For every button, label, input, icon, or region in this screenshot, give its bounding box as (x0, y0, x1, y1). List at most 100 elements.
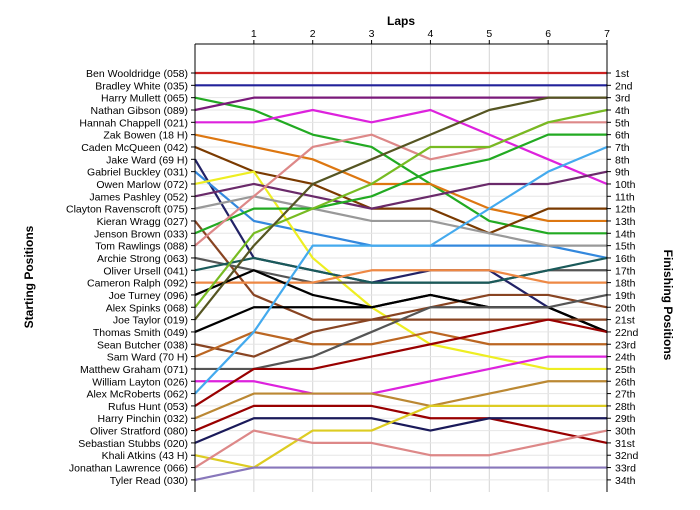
starting-label: Matthew Graham (071) (80, 364, 188, 376)
finishing-label: 16th (615, 253, 636, 265)
finishing-label: 22nd (615, 327, 639, 339)
starting-label: Bradley White (035) (95, 80, 188, 92)
starting-label: Zak Bowen (18 H) (103, 130, 188, 142)
lap-tick-label: 7 (604, 28, 610, 40)
series-line-20 (194, 108, 608, 308)
finishing-label: 24th (615, 352, 636, 364)
finishing-label: 18th (615, 278, 636, 290)
lap-tick-label: 3 (369, 28, 375, 40)
starting-label: Oliver Ursell (041) (103, 265, 188, 277)
starting-label: Tyler Read (030) (110, 475, 188, 487)
starting-label: Thomas Smith (049) (93, 327, 188, 339)
finishing-label: 28th (615, 401, 636, 413)
starting-label: Oliver Stratford (080) (90, 426, 188, 438)
starting-label: Cameron Ralph (092) (87, 278, 188, 290)
lap-tick-label: 1 (251, 28, 257, 40)
finishing-label: 12th (615, 204, 636, 216)
series-line-26 (195, 355, 607, 395)
starting-label: James Pashley (052) (89, 191, 188, 203)
finishing-label: 21st (615, 315, 635, 327)
axes (191, 40, 611, 492)
series-line-14 (194, 133, 607, 235)
finishing-label: 32nd (615, 450, 639, 462)
series-line-27 (194, 145, 608, 395)
starting-label: Caden McQueen (042) (81, 142, 188, 154)
series-line-31 (194, 417, 607, 444)
series-line-18 (195, 269, 607, 284)
starting-label: Alex McRoberts (062) (86, 389, 188, 401)
lap-tick-label: 6 (545, 28, 551, 40)
y-axis-title-left: Starting Positions (22, 225, 36, 328)
finishing-label: 15th (615, 241, 636, 253)
starting-label: Joe Taylor (019) (113, 315, 188, 327)
starting-label: Clayton Ravenscroft (075) (66, 204, 188, 216)
finishing-label: 26th (615, 376, 636, 388)
finishing-label: 23rd (615, 339, 636, 351)
starting-label: Sean Butcher (038) (97, 339, 188, 351)
starting-label: Jenson Brown (033) (94, 228, 188, 240)
finishing-label: 19th (615, 290, 636, 302)
starting-label: Jonathan Lawrence (066) (69, 463, 188, 475)
starting-label: Alex Spinks (068) (106, 302, 188, 314)
series-line-32 (194, 404, 607, 469)
lap-tick-label: 4 (428, 28, 434, 40)
starting-label: Rufus Hunt (053) (108, 401, 188, 413)
starting-label: Archie Strong (063) (97, 253, 188, 265)
starting-label: Gabriel Buckley (031) (87, 167, 188, 179)
series-line-28 (194, 318, 608, 407)
finishing-label: 2nd (615, 80, 633, 92)
series-line-12 (194, 195, 607, 247)
starting-label: Kieran Wragg (027) (97, 216, 188, 228)
series-line-7 (194, 145, 607, 235)
finishing-label: 33rd (615, 463, 636, 475)
series-line-33 (194, 429, 608, 469)
series-line-25 (195, 293, 608, 371)
starting-label: Nathan Gibson (089) (91, 105, 188, 117)
series-line-30 (194, 404, 608, 444)
starting-label: Jake Ward (69 H) (106, 154, 188, 166)
finishing-label: 13th (615, 216, 636, 228)
series-line-29 (194, 380, 607, 420)
starting-label: William Layton (026) (92, 376, 188, 388)
finishing-label: 34th (615, 475, 636, 487)
lap-tick-label: 5 (486, 28, 492, 40)
starting-label: Tom Rawlings (088) (95, 241, 188, 253)
x-axis-title: Laps (387, 14, 415, 28)
starting-label: Hannah Chappell (021) (79, 117, 188, 129)
series-line-4 (194, 96, 607, 112)
finishing-position-labels: 1st2nd3rd4th5th6th7th8th9th10th11th12th1… (615, 68, 639, 487)
finishing-label: 8th (615, 154, 630, 166)
starting-label: Owen Marlow (072) (96, 179, 188, 191)
finishing-label: 1st (615, 68, 629, 80)
series-group (194, 71, 608, 481)
lap-tick-label: 2 (310, 28, 316, 40)
starting-label: Joe Turney (096) (109, 290, 188, 302)
finishing-label: 25th (615, 364, 636, 376)
starting-label: Harry Pinchin (032) (98, 413, 188, 425)
finishing-label: 10th (615, 179, 636, 191)
lap-tick-labels: 1 2 3 4 5 6 7 (251, 28, 610, 40)
finishing-label: 5th (615, 117, 630, 129)
finishing-label: 3rd (615, 93, 630, 105)
starting-label: Khali Atkins (43 H) (102, 450, 188, 462)
starting-label: Sebastian Stubbs (020) (78, 438, 188, 450)
series-line-34 (194, 466, 607, 481)
finishing-label: 29th (615, 413, 636, 425)
series-line-24 (194, 330, 607, 358)
finishing-label: 30th (615, 426, 636, 438)
starting-label: Ben Wooldridge (058) (86, 68, 188, 80)
series-line-21 (194, 96, 607, 321)
series-line-5 (195, 108, 608, 185)
finishing-label: 11th (615, 191, 635, 203)
finishing-label: 17th (615, 265, 636, 277)
y-axis-title-right: Finishing Positions (661, 250, 675, 361)
finishing-label: 7th (615, 142, 630, 154)
finishing-label: 9th (615, 167, 630, 179)
starting-label: Sam Ward (70 H) (107, 352, 188, 364)
finishing-label: 6th (615, 130, 630, 142)
starting-label: Harry Mullett (065) (101, 93, 188, 105)
series-line-17 (194, 256, 608, 284)
series-line-13 (194, 220, 608, 321)
finishing-label: 20th (615, 302, 636, 314)
